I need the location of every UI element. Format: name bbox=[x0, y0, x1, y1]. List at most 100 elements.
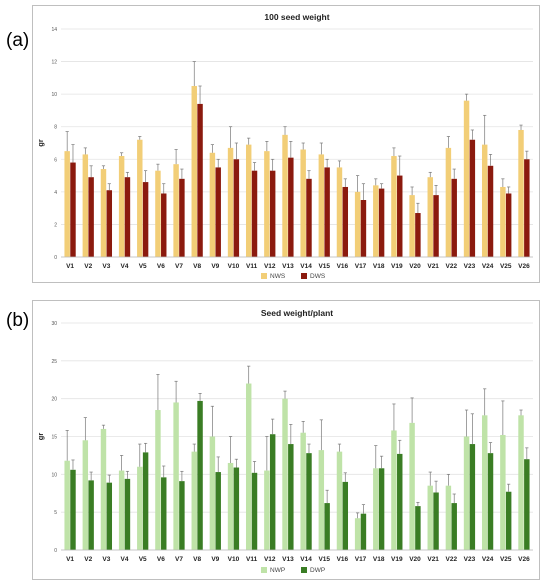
x-tick-label: V4 bbox=[121, 556, 129, 563]
bar-nwp bbox=[118, 470, 125, 550]
x-tick-label: V25 bbox=[500, 556, 512, 563]
x-tick-label: V7 bbox=[175, 556, 183, 563]
x-tick-label: V12 bbox=[264, 263, 276, 270]
bar-nwp bbox=[518, 415, 524, 550]
bar-nwp bbox=[481, 415, 488, 550]
y-tick-label: 0 bbox=[54, 255, 57, 261]
bar-dwp bbox=[524, 459, 530, 550]
y-tick-label: 10 bbox=[51, 472, 57, 478]
bar-dwp bbox=[415, 506, 421, 550]
x-tick-label: V9 bbox=[211, 263, 219, 270]
x-tick-label: V12 bbox=[264, 556, 276, 563]
bar-nws bbox=[118, 156, 125, 257]
bar-dwp bbox=[88, 480, 94, 550]
bar-dws bbox=[524, 159, 530, 257]
y-axis-label: gr bbox=[36, 139, 45, 147]
bar-nws bbox=[155, 170, 161, 257]
bar-nws bbox=[64, 151, 70, 257]
bar-nwp bbox=[391, 430, 397, 550]
bar-dwp bbox=[487, 453, 494, 550]
y-tick-label: 4 bbox=[54, 190, 57, 196]
y-tick-label: 25 bbox=[51, 359, 57, 365]
bar-nws bbox=[500, 186, 506, 257]
bar-nws bbox=[336, 167, 343, 257]
bar-nwp bbox=[409, 422, 415, 550]
bar-nws bbox=[209, 152, 216, 257]
bar-dws bbox=[451, 178, 457, 257]
y-tick-label: 6 bbox=[54, 157, 57, 163]
y-tick-label: 5 bbox=[54, 510, 57, 516]
panel-b-label: (b) bbox=[6, 310, 30, 331]
x-tick-label: V9 bbox=[211, 556, 219, 563]
bar-nwp bbox=[191, 451, 197, 550]
bar-nwp bbox=[282, 398, 288, 550]
bar-nwp bbox=[64, 460, 70, 550]
bar-dwp bbox=[70, 469, 76, 550]
x-tick-label: V18 bbox=[373, 556, 385, 563]
bar-nws bbox=[173, 164, 179, 257]
bar-nwp bbox=[427, 485, 433, 550]
bar-dws bbox=[251, 170, 258, 257]
x-tick-label: V14 bbox=[300, 556, 312, 563]
legend-swatch-nws bbox=[261, 273, 267, 279]
bar-nwp bbox=[100, 428, 107, 550]
seed-weight-100-chart: 100 seed weight 0 2 4 6 8 10 12 14 gr V1 V2 V3 V4 V5 V6… bbox=[36, 12, 533, 280]
bar-nws bbox=[481, 144, 488, 257]
bar-dws bbox=[179, 178, 185, 257]
x-tick-label: V15 bbox=[318, 556, 330, 563]
bar-dwp bbox=[161, 477, 167, 550]
bar-dws bbox=[288, 157, 294, 257]
bar-nws bbox=[264, 151, 270, 257]
bar-dwp bbox=[233, 467, 240, 550]
legend-label-nwp: NWP bbox=[270, 567, 285, 574]
legend-label-nws: NWS bbox=[270, 273, 286, 280]
bar-nws bbox=[245, 144, 252, 257]
bar-dws bbox=[487, 165, 494, 257]
bar-dws bbox=[197, 103, 203, 258]
bar-nws bbox=[409, 195, 415, 257]
bar-dwp bbox=[106, 482, 113, 550]
x-tick-label: V26 bbox=[518, 263, 530, 270]
bar-dws bbox=[106, 190, 113, 257]
x-tick-label: V1 bbox=[66, 263, 74, 270]
bar-dwp bbox=[505, 491, 512, 550]
bar-nws bbox=[463, 100, 470, 258]
bar-dws bbox=[397, 175, 403, 257]
bar-nwp bbox=[318, 450, 325, 550]
bar-nwp bbox=[245, 383, 252, 550]
x-tick-label: V7 bbox=[175, 263, 183, 270]
bar-nws bbox=[318, 154, 325, 257]
bar-dwp bbox=[342, 481, 349, 550]
bar-nwp bbox=[82, 440, 89, 550]
legend-label-dwp: DWP bbox=[310, 567, 325, 574]
x-tick-label: V22 bbox=[446, 556, 458, 563]
bar-dwp bbox=[324, 503, 330, 550]
bar-dws bbox=[505, 193, 512, 257]
x-tick-label: V23 bbox=[464, 556, 476, 563]
bar-dws bbox=[233, 159, 240, 257]
bar-nws bbox=[391, 156, 397, 257]
x-tick-label: V16 bbox=[337, 263, 349, 270]
x-tick-label: V3 bbox=[102, 556, 110, 563]
x-tick-label: V6 bbox=[157, 556, 165, 563]
x-tick-label: V25 bbox=[500, 263, 512, 270]
bar-nwp bbox=[354, 518, 361, 550]
x-tick-label: V17 bbox=[355, 556, 367, 563]
x-tick-label: V26 bbox=[518, 556, 530, 563]
x-tick-label: V22 bbox=[446, 263, 458, 270]
x-tick-label: V20 bbox=[409, 556, 421, 563]
chart-a-box: 100 seed weight 0 2 4 6 8 10 12 14 gr V1 V2 V3 V4 V5 V6… bbox=[32, 5, 540, 283]
bar-nwp bbox=[227, 462, 234, 550]
x-tick-label: V1 bbox=[66, 556, 74, 563]
legend-swatch-dws bbox=[301, 273, 307, 279]
bar-dws bbox=[269, 170, 276, 257]
bar-nws bbox=[445, 147, 452, 257]
bar-dwp bbox=[451, 503, 457, 550]
bar-dwp bbox=[378, 468, 385, 550]
bar-nwp bbox=[155, 410, 161, 550]
bar-dwp bbox=[197, 400, 203, 550]
bar-dwp bbox=[288, 444, 294, 550]
x-tick-label: V2 bbox=[84, 263, 92, 270]
bar-nws bbox=[373, 185, 379, 257]
y-tick-label: 10 bbox=[51, 92, 57, 98]
